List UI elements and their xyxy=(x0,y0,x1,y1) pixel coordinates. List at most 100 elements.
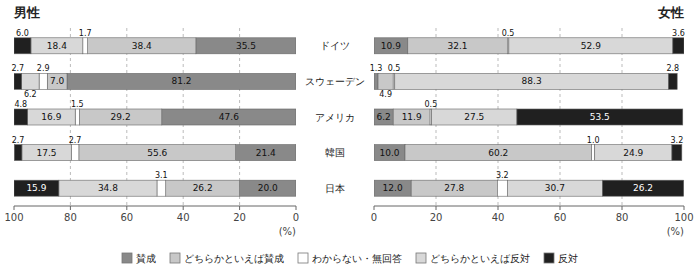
bars xyxy=(374,38,684,196)
data-label: 1.0 xyxy=(587,136,600,145)
data-label: 0.5 xyxy=(502,29,515,38)
bar-segment xyxy=(672,145,682,161)
tick-mark xyxy=(183,206,184,210)
bar-segment xyxy=(669,73,678,89)
tick-mark xyxy=(70,206,71,210)
bar-segment xyxy=(507,180,602,196)
data-label: 24.9 xyxy=(623,148,643,158)
data-label: 2.7 xyxy=(12,136,25,145)
tick-mark xyxy=(436,206,437,210)
legend-swatch xyxy=(416,253,426,263)
tick-mark xyxy=(296,206,297,210)
data-label: 55.6 xyxy=(147,148,167,158)
panel-title: 女性 xyxy=(657,5,684,20)
bar-segment xyxy=(497,180,507,196)
data-label: 3.1 xyxy=(155,171,168,180)
tick-mark xyxy=(622,206,623,210)
legend-label: どちらかといえば反対 xyxy=(430,253,530,264)
data-label: 29.2 xyxy=(111,112,131,122)
tick-mark xyxy=(239,206,240,210)
legend-swatch xyxy=(170,253,180,263)
bar-segment xyxy=(14,38,31,54)
tick-mark xyxy=(126,206,127,210)
bar-segment xyxy=(39,73,47,89)
bar-segment xyxy=(22,73,39,89)
bar-segment xyxy=(408,38,508,54)
data-label: 20.0 xyxy=(258,183,278,193)
data-labels: 12.027.83.230.726.210.060.21.024.93.26.2… xyxy=(370,29,685,193)
panel-title: 男性 xyxy=(13,5,40,20)
data-label: 60.2 xyxy=(488,148,508,158)
legend-swatch xyxy=(544,253,554,263)
data-label: 2.8 xyxy=(666,64,679,73)
data-label: 7.0 xyxy=(50,76,65,86)
legend-label: 反対 xyxy=(558,253,578,264)
axis-line xyxy=(14,206,296,207)
data-label: 21.4 xyxy=(256,148,276,158)
data-label: 15.9 xyxy=(26,183,46,193)
tick-label: 100 xyxy=(4,212,23,223)
x-axis: 020406080100(%) xyxy=(371,28,694,237)
legend: 賛成どちらかといえば賛成わからない・無回答どちらかといえば反対反対 xyxy=(122,253,578,264)
data-label: 17.5 xyxy=(37,148,57,158)
data-label: 30.7 xyxy=(545,183,565,193)
tick-mark xyxy=(14,206,15,210)
category-label: アメリカ xyxy=(315,112,355,123)
tick-label: 20 xyxy=(233,212,246,223)
bar-segment xyxy=(28,109,76,125)
tick-mark xyxy=(374,206,375,210)
bar-segment xyxy=(14,73,22,89)
bar-segment xyxy=(71,145,79,161)
data-label: 52.9 xyxy=(581,41,601,51)
bar-segment xyxy=(47,73,67,89)
bar-segment xyxy=(59,180,157,196)
data-label: 2.9 xyxy=(37,64,50,73)
data-label: 38.4 xyxy=(132,41,152,51)
bar-segment xyxy=(405,145,592,161)
data-label: 32.1 xyxy=(448,41,468,51)
bar-segment xyxy=(22,145,71,161)
data-label: 2.7 xyxy=(69,136,82,145)
bar-segment xyxy=(162,109,296,125)
data-label: 88.3 xyxy=(522,76,542,86)
data-label: 10.0 xyxy=(379,148,399,158)
data-label: 11.9 xyxy=(402,112,422,122)
tick-label: 40 xyxy=(177,212,190,223)
bar-segment xyxy=(75,109,79,125)
data-label: 2.7 xyxy=(11,64,24,73)
bar-segment xyxy=(157,180,166,196)
category-label: 日本 xyxy=(325,183,345,194)
category-label: ドイツ xyxy=(320,40,350,51)
tick-label: 100 xyxy=(674,212,693,223)
legend-label: どちらかといえば賛成 xyxy=(184,253,284,264)
bar-segment xyxy=(517,109,683,125)
x-axis: 020406080100(%) xyxy=(4,28,299,237)
bar-segment xyxy=(395,73,669,89)
bar-segment xyxy=(236,145,296,161)
data-label: 4.8 xyxy=(14,100,27,109)
data-label: 53.5 xyxy=(590,112,610,122)
bar-segment xyxy=(166,180,240,196)
data-label: 0.5 xyxy=(388,64,401,73)
bar-segment xyxy=(83,38,88,54)
tick-label: 0 xyxy=(293,212,299,223)
data-label: 0.5 xyxy=(425,100,438,109)
data-label: 6.2 xyxy=(376,112,390,122)
bar-segment xyxy=(374,38,408,54)
data-label: 4.9 xyxy=(379,90,392,99)
chart-root: 男性020406080100(%)20.026.23.134.815.921.4… xyxy=(0,0,700,274)
tick-label: 20 xyxy=(430,212,443,223)
bar-segment xyxy=(411,180,497,196)
category-label: 韓国 xyxy=(325,147,345,158)
bar-segment xyxy=(509,38,673,54)
bar-segment xyxy=(374,145,405,161)
tick-mark xyxy=(498,206,499,210)
data-label: 27.8 xyxy=(444,183,464,193)
data-label: 26.2 xyxy=(193,183,213,193)
data-label: 6.2 xyxy=(24,90,37,99)
bar-segment xyxy=(31,38,83,54)
tick-label: 60 xyxy=(120,212,133,223)
data-label: 6.0 xyxy=(16,29,29,38)
background xyxy=(0,0,700,274)
tick-label: 0 xyxy=(371,212,377,223)
